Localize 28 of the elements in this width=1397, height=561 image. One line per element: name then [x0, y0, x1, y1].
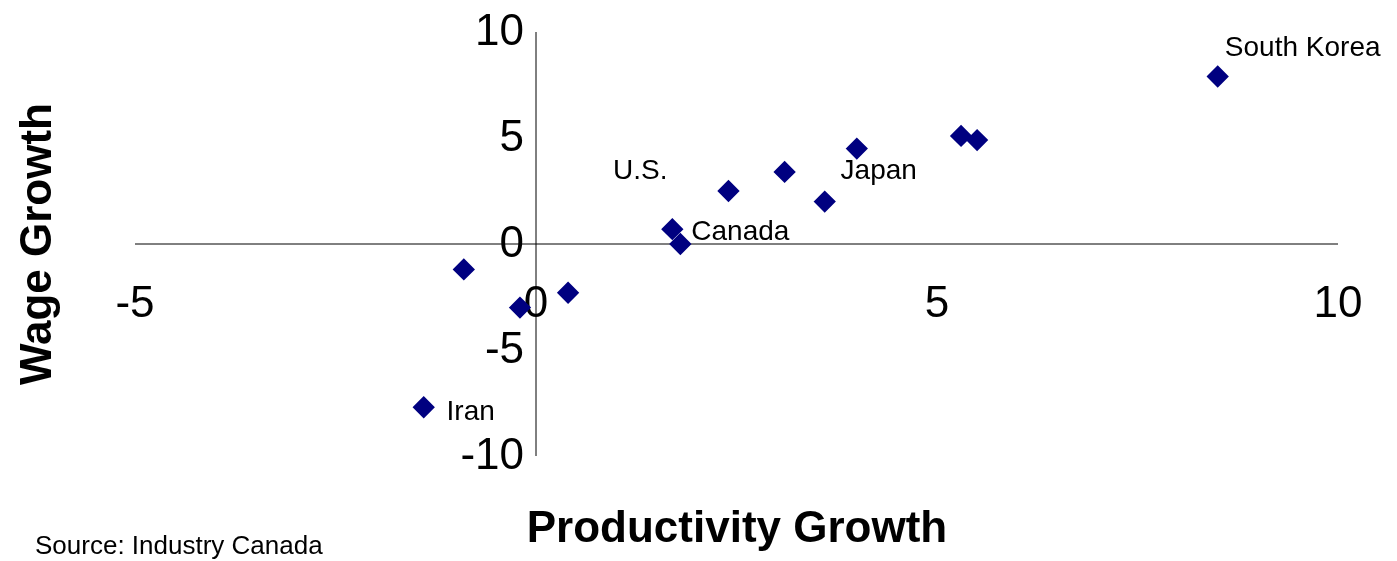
annotation: Canada: [691, 215, 790, 246]
source-note: Source: Industry Canada: [35, 530, 324, 560]
x-axis-title: Productivity Growth: [526, 501, 948, 551]
point: [557, 282, 579, 304]
point: [412, 396, 435, 418]
y-tick-label: 0: [499, 217, 524, 266]
y-tick-label: -10: [460, 429, 524, 478]
x-tick-label: 10: [1313, 277, 1363, 326]
annotation: U.S.: [613, 154, 668, 186]
y-tick-label: 10: [475, 5, 524, 54]
y-tick-label: 5: [499, 111, 524, 160]
y-axis-title: Wage Growth: [11, 103, 60, 385]
x-tick-label: 5: [924, 277, 950, 326]
annotation: Iran: [446, 395, 495, 427]
annotation: South Korea: [1224, 30, 1381, 62]
point: [661, 218, 684, 240]
point: [717, 180, 740, 202]
point: [846, 137, 868, 160]
x-tick-label: -5: [115, 277, 155, 326]
annotation: Japan: [840, 153, 917, 185]
y-tick-label: -5: [484, 323, 524, 372]
point: [1206, 65, 1229, 88]
point: [669, 233, 692, 255]
point: [773, 161, 796, 183]
point: [966, 129, 988, 151]
point: [453, 258, 475, 281]
point: [950, 125, 972, 147]
point: [813, 190, 836, 213]
